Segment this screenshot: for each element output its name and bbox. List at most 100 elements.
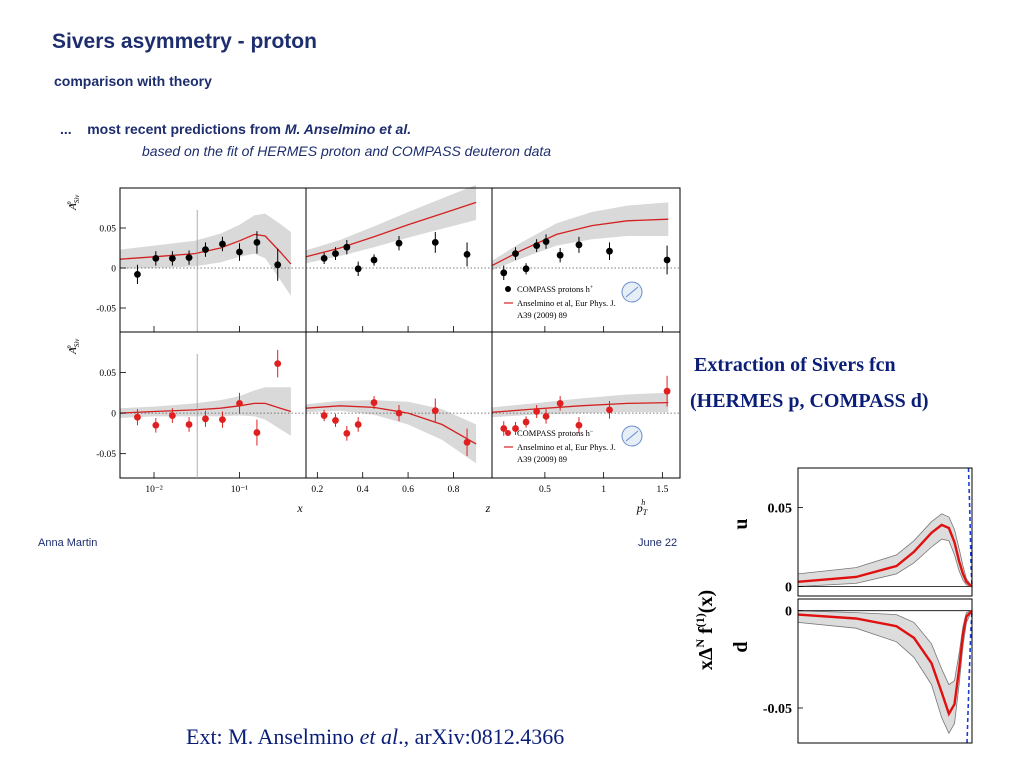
ref-suffix: ., arXiv:0812.4366 [398,724,565,749]
intro-line: ... most recent predictions from M. Anse… [60,121,411,137]
data-point [236,399,243,407]
date-footer: June 22 [638,537,678,549]
y-tick-label: 0 [111,410,116,420]
positivity-bound [966,610,973,744]
central-curve [797,523,973,588]
data-point [219,240,226,248]
y-tick-label: -0.05 [763,702,792,717]
x-tick-label: 0.8 [448,485,460,495]
x-tick-label: 0.5 [539,485,551,495]
data-point [533,408,541,415]
data-point [370,399,378,406]
fcn-panel-u: 0.05 0 u [730,467,973,597]
sivers-proton-figure: 0.05 0 -0.05 ASivp COMPASS protons h+ Anselmi… [65,185,681,517]
data-point [236,248,243,256]
data-point [556,399,564,407]
data-point [185,254,193,261]
legend-row-2: COMPASS protons h− Anselmino et al, Eur P… [504,425,643,464]
intro-author: M. Anselmino et al. [284,121,412,137]
slide-subtitle: comparison with theory [54,73,212,89]
uncertainty-band [797,610,973,735]
legend-label: COMPASS protons h+ [517,284,594,294]
data-point [332,250,339,257]
data-point [168,412,176,419]
data-point [522,265,530,273]
legend-marker [505,286,511,292]
data-point [533,242,541,249]
theory-curve [305,201,477,258]
data-point [463,438,471,446]
data-point [575,421,583,429]
panel-frame [491,331,681,479]
y-tick-label: 0 [785,581,792,596]
fcn-panel-d: 0 -0.05 d [730,598,973,744]
data-point [606,247,613,255]
data-point [320,412,328,419]
legend-row-1: COMPASS protons h+ Anselmino et al, Eur P… [504,281,643,320]
y-tick-label: -0.05 [96,450,116,460]
data-point [500,425,508,432]
y-tick-label: 0.05 [99,369,116,379]
quark-flavor-label: u [730,518,752,529]
data-point [606,406,613,414]
legend-theory-ref: A39 (2009) 89 [517,454,567,464]
data-point [152,421,160,429]
slide-title: Sivers asymmetry - proton [52,30,317,53]
data-point [343,429,351,437]
data-point [395,239,403,247]
sivers-function-figure: 0.05 0 u 0 -0.05 d xΔN f(1)(x) [693,460,1024,746]
data-point [320,255,328,262]
compass-logo-mark [625,286,639,298]
data-point [253,239,261,246]
data-point [185,421,193,428]
sivers-asymmetry-plot: 0.05 0 -0.05 ASivp COMPASS protons h+ Anselmi… [65,185,681,517]
data-point [274,360,282,368]
x-tick-label: 0.4 [357,485,369,495]
legend-theory-ref: A39 (2009) 89 [517,310,567,320]
panel-z-row-1 [305,185,493,333]
x-tick-label: 0.6 [402,485,414,495]
theory-curve [119,233,292,265]
legend-theory-label: Anselmino et al, Eur Phys. J. [517,442,616,452]
positivity-bound [967,467,973,587]
panel-x-row-2 [119,331,307,479]
data-point [522,418,530,426]
data-point [202,415,209,423]
y-tick-label: -0.05 [96,305,116,315]
data-point [343,243,351,251]
data-point [274,261,282,269]
data-point [395,409,403,417]
data-point [663,256,671,264]
central-curve [797,609,973,717]
data-point [152,255,160,262]
legend-label: COMPASS protons h− [517,428,594,438]
theory-curve [491,401,669,413]
theory-band [492,392,669,418]
ref-italic: et al [359,724,399,749]
data-point [253,429,261,436]
y-axis-label: xΔN f(1)(x) [693,590,717,670]
compass-logo-mark [625,430,639,442]
intro-line-2: based on the fit of HERMES proton and CO… [142,143,552,159]
data-point [219,416,226,423]
x-axis-label-z: z [485,501,491,515]
data-point [370,256,378,264]
legend-marker [505,430,511,436]
sivers-function-plot: 0.05 0 u 0 -0.05 d xΔN f(1)(x) [693,460,1024,746]
x-tick-label: 10⁻² [145,485,163,495]
data-point [332,417,339,424]
extraction-label: Extraction of Sivers fcn [694,354,896,376]
data-point [575,241,583,249]
x-axis-label-pt: pTh [636,498,648,517]
data-point [354,421,362,428]
quark-flavor-label: d [730,641,752,652]
ref-prefix: Ext: M. Anselmino [186,724,360,749]
panel-pt-row-2 [491,331,681,479]
data-point [134,271,141,278]
data-point [431,407,439,415]
x-tick-label: 1.5 [656,485,668,495]
theory-band [492,202,669,271]
data-point [556,251,564,259]
data-point [542,412,550,420]
data-point [542,238,550,245]
